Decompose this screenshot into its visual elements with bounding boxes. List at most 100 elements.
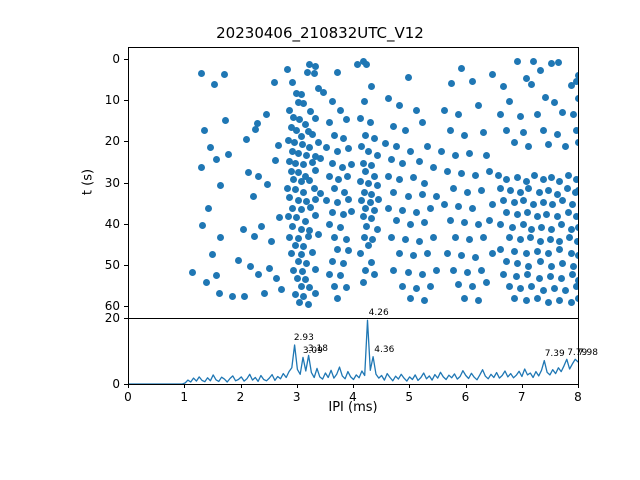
scatter-point (222, 116, 230, 124)
tick-mark (124, 100, 128, 101)
scatter-point (500, 196, 508, 204)
scatter-point (570, 262, 578, 270)
scatter-point (404, 268, 412, 276)
scatter-point (198, 69, 206, 77)
scatter-point (497, 246, 505, 254)
scatter-point (334, 294, 342, 302)
scatter-point (365, 242, 373, 250)
scatter-point (306, 176, 314, 184)
scatter-point (536, 237, 544, 245)
scatter-point (477, 186, 485, 194)
tick-mark (241, 384, 242, 388)
scatter-point (292, 291, 299, 299)
scatter-point (384, 205, 392, 213)
scatter-point (502, 127, 510, 135)
scatter-point (303, 69, 311, 77)
scatter-point (264, 180, 272, 188)
scatter-point (297, 283, 305, 291)
scatter-point (342, 115, 350, 123)
scatter-point (472, 254, 479, 262)
scatter-point (247, 262, 254, 270)
scatter-point (286, 157, 294, 165)
scatter-point (463, 188, 471, 196)
scatter-point (286, 106, 294, 114)
scatter-point (574, 276, 578, 284)
tick-mark (124, 384, 128, 385)
scatter-point (361, 233, 369, 241)
scatter-point (337, 106, 344, 114)
tick-mark (297, 384, 298, 388)
tick-mark (409, 384, 410, 388)
scatter-point (286, 233, 294, 241)
scatter-point (401, 235, 409, 243)
scatter-point (293, 274, 301, 282)
y-tick-label-top: 60 (104, 298, 120, 313)
scatter-point (294, 197, 302, 205)
scatter-point (438, 147, 446, 155)
scatter-point (457, 65, 465, 73)
x-tick-label: 0 (124, 390, 132, 404)
scatter-point (410, 252, 418, 260)
scatter-point (546, 272, 554, 280)
scatter-point (297, 206, 305, 214)
scatter-point (480, 233, 488, 241)
scatter-point (201, 127, 209, 135)
scatter-point (288, 250, 296, 258)
scatter-point (463, 268, 471, 276)
scatter-point (393, 217, 401, 225)
scatter-point (241, 293, 249, 301)
scatter-point (421, 296, 429, 304)
scatter-point (554, 59, 562, 67)
scatter-point (546, 235, 554, 243)
scatter-point (366, 118, 374, 126)
scatter-point (511, 198, 519, 206)
scatter-point (362, 131, 370, 139)
scatter-point (567, 225, 575, 233)
scatter-point (337, 271, 344, 279)
scatter-point (500, 83, 508, 91)
scatter-point (293, 127, 301, 135)
scatter-point (370, 135, 378, 143)
scatter-point (536, 258, 544, 266)
scatter-point (460, 295, 468, 303)
scatter-point (292, 160, 299, 168)
scatter-point (443, 168, 451, 176)
scatter-point (295, 298, 303, 306)
scatter-point (322, 197, 330, 205)
scatter-point (524, 270, 532, 278)
scatter-point (339, 211, 347, 219)
scatter-point (574, 295, 578, 303)
scatter-point (258, 222, 266, 230)
scatter-point (284, 213, 292, 221)
scatter-point (254, 120, 262, 128)
scatter-point (565, 233, 573, 241)
scatter-point (427, 205, 434, 213)
scatter-point (573, 127, 578, 135)
scatter-point (356, 178, 364, 186)
x-tick-label: 7 (517, 390, 526, 404)
scatter-point (197, 163, 205, 171)
scatter-point (401, 127, 409, 135)
scatter-point (309, 131, 317, 139)
scatter-point (317, 189, 325, 197)
scatter-point (519, 129, 527, 137)
scatter-point (460, 131, 468, 139)
scatter-point (297, 177, 305, 185)
scatter-point (286, 193, 294, 201)
scatter-point (547, 60, 555, 68)
scatter-point (289, 205, 297, 213)
peak-annotation: 7.79 (567, 347, 588, 358)
scatter-point (294, 235, 302, 243)
scatter-point (398, 283, 406, 291)
scatter-point (574, 94, 578, 102)
scatter-point (519, 221, 527, 229)
scatter-point (273, 274, 281, 282)
scatter-point (418, 118, 426, 126)
scatter-point (474, 102, 482, 110)
peak-annotation: 3.09 (302, 345, 323, 356)
scatter-point (311, 265, 319, 273)
scatter-point (300, 100, 308, 108)
scatter-point (245, 168, 253, 176)
scatter-point (539, 287, 547, 295)
tick-mark (124, 183, 128, 184)
